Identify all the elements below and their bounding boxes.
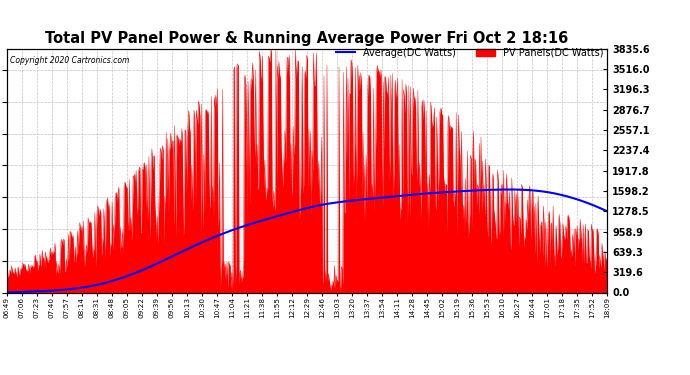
Text: Copyright 2020 Cartronics.com: Copyright 2020 Cartronics.com [10,56,129,65]
Legend: Average(DC Watts), PV Panels(DC Watts): Average(DC Watts), PV Panels(DC Watts) [332,44,607,62]
Title: Total PV Panel Power & Running Average Power Fri Oct 2 18:16: Total PV Panel Power & Running Average P… [46,31,569,46]
